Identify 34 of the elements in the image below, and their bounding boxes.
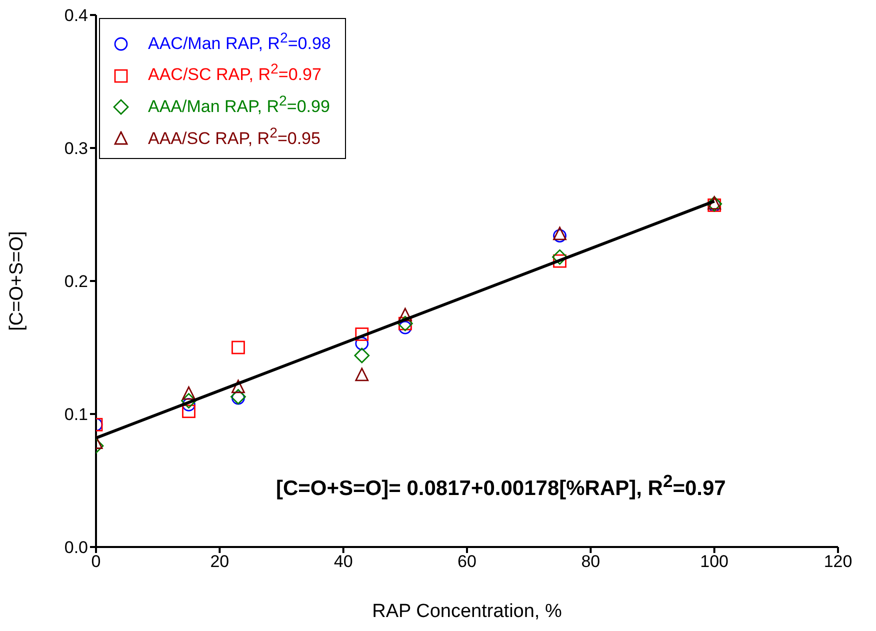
point xyxy=(553,254,566,268)
y-tick-label: 0.1 xyxy=(64,405,88,424)
point xyxy=(182,404,196,418)
point xyxy=(182,398,196,412)
point xyxy=(553,226,566,240)
point xyxy=(398,308,412,322)
x-tick-label: 20 xyxy=(210,552,230,572)
x-tick-label: 120 xyxy=(824,552,852,572)
point xyxy=(552,249,568,265)
x-tick-label: 80 xyxy=(581,552,600,572)
x-tick-label: 60 xyxy=(458,552,476,572)
y-tick-label: 0.3 xyxy=(64,139,88,158)
point xyxy=(232,380,245,394)
x-tick-label: 100 xyxy=(700,552,729,572)
y-tick-label: 0.4 xyxy=(64,6,88,26)
point xyxy=(182,386,196,400)
y-tick-label: 0.2 xyxy=(64,272,88,292)
point xyxy=(355,336,369,350)
y-tick-label: 0.0 xyxy=(64,538,88,558)
y-axis-title: [C=O+S=O] xyxy=(6,231,28,331)
legend-label: AAC/SC RAP, R$^{2}$=0.97 xyxy=(148,62,322,84)
x-tick-label: 0 xyxy=(91,552,101,572)
legend-label: AAA/SC RAP, R$^{2}$=0.95 xyxy=(148,124,320,148)
annotation: [C=O+S=O]= 0.0817+0.00178[%RAP], R$^{2}$=0.97 xyxy=(276,471,726,500)
point xyxy=(355,328,369,341)
legend-label: AAC/Man RAP, R$^{2}$=0.98 xyxy=(148,30,331,53)
x-tick-label: 40 xyxy=(334,552,353,572)
legend-label: AAA/Man RAP, R$^{2}$=0.99 xyxy=(148,93,330,116)
point xyxy=(355,368,369,382)
x-axis-title: RAP Concentration, % xyxy=(372,601,562,622)
point xyxy=(181,393,196,408)
point xyxy=(232,340,245,354)
point xyxy=(354,348,370,364)
point xyxy=(553,229,566,242)
